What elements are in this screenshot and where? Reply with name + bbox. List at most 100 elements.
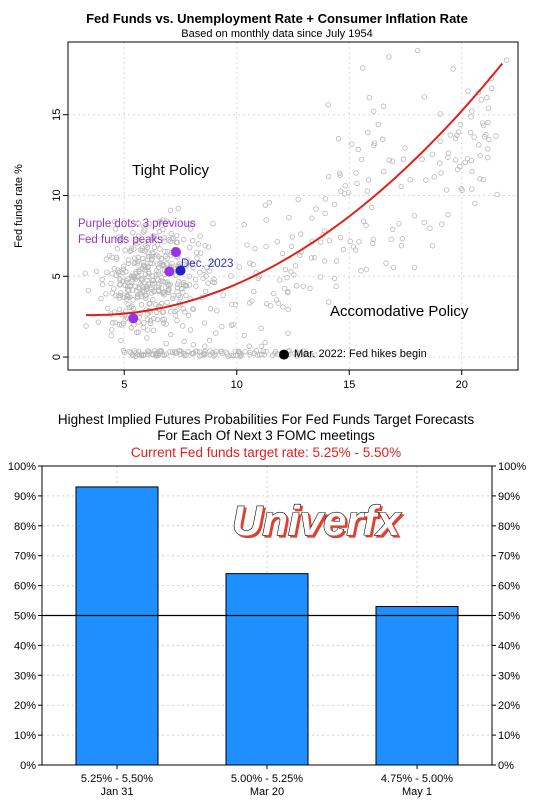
scatter-point [477, 176, 483, 182]
scatter-point [274, 238, 280, 245]
scatter-point [144, 244, 151, 251]
bar-y-tick-label-right: 20% [498, 700, 520, 712]
scatter-point [123, 269, 129, 275]
scatter-point [130, 305, 137, 312]
scatter-point [228, 322, 235, 328]
scatter-y-tick-label: 15 [51, 109, 63, 121]
scatter-point [201, 320, 208, 326]
scatter-point [468, 114, 474, 120]
scatter-point [172, 312, 179, 319]
scatter-point [375, 121, 381, 128]
scatter-point [125, 257, 132, 263]
scatter-point [228, 352, 234, 359]
scatter-point [322, 210, 328, 217]
bar-chart: Highest Implied Futures Probabilities Fo… [8, 412, 526, 798]
scatter-point [335, 136, 342, 142]
scatter-point [281, 285, 288, 292]
scatter-point [250, 261, 256, 268]
scatter-point [263, 243, 269, 250]
scatter-point [108, 332, 114, 339]
scatter-point [189, 306, 196, 312]
scatter-x-tick-label: 20 [456, 379, 468, 391]
scatter-point [130, 297, 136, 303]
scatter-point [153, 351, 159, 357]
scatter-point [365, 177, 372, 183]
scatter-point [457, 121, 463, 128]
scatter-point [157, 218, 163, 225]
scatter-point [280, 304, 286, 310]
scatter-point [116, 292, 122, 299]
scatter-point [99, 276, 105, 283]
scatter-point [162, 248, 168, 255]
scatter-point [485, 154, 491, 161]
scatter-point [112, 226, 119, 232]
scatter-point [187, 226, 194, 232]
scatter-point [150, 327, 157, 334]
mar-2022-label: Mar. 2022: Fed hikes begin [294, 348, 427, 360]
scatter-point [131, 260, 137, 267]
scatter-point [364, 188, 371, 194]
scatter-point [333, 258, 340, 264]
scatter-point [411, 264, 418, 271]
scatter-point [353, 170, 359, 176]
scatter-point [363, 222, 369, 229]
bar-y-axis: 0% 0% 10% 10% 20% 20% 30% 30% 40% 40% 50% 50% 60% 60%… [8, 461, 526, 772]
bar-y-tick-label-right: 0% [498, 760, 514, 772]
scatter-point [206, 268, 213, 274]
scatter-point [118, 337, 124, 344]
scatter-point [150, 296, 156, 303]
scatter-point [194, 255, 200, 261]
scatter-point [469, 108, 475, 114]
scatter-point [480, 176, 487, 183]
scatter-point [271, 290, 277, 297]
scatter-point [180, 306, 186, 312]
scatter-point [360, 65, 366, 71]
scatter-point [297, 252, 303, 258]
scatter-point [282, 266, 289, 273]
scatter-point [390, 226, 396, 233]
scatter-point [475, 89, 482, 96]
scatter-point [173, 350, 179, 356]
scatter-point [371, 142, 377, 148]
scatter-point [176, 279, 182, 285]
scatter-point [103, 291, 109, 297]
scatter-point [160, 226, 166, 233]
scatter-point [150, 277, 157, 283]
scatter-point [454, 132, 460, 138]
scatter-point [331, 201, 338, 207]
scatter-point [158, 285, 165, 291]
scatter-point [180, 350, 187, 357]
scatter-point [132, 238, 139, 245]
scatter-point [197, 233, 203, 239]
scatter-point [205, 280, 211, 286]
scatter-point [138, 302, 145, 308]
scatter-point [130, 230, 136, 236]
highlight-point-peak [128, 313, 139, 324]
scatter-point [183, 292, 189, 299]
scatter-point [109, 320, 116, 326]
scatter-point [237, 353, 243, 359]
scatter-point [115, 234, 122, 240]
scatter-point [295, 196, 301, 203]
scatter-point [462, 159, 468, 165]
scatter-point [291, 272, 297, 278]
scatter-point [321, 258, 328, 264]
scatter-point [145, 348, 151, 354]
scatter-point [141, 223, 147, 229]
scatter-point [160, 290, 166, 297]
scatter-point [262, 339, 268, 346]
scatter-point [201, 267, 207, 274]
bar-y-tick-label-left: 30% [14, 670, 36, 682]
scatter-point [326, 299, 332, 305]
scatter-point [476, 142, 482, 148]
scatter-point [383, 260, 389, 266]
scatter-point [140, 352, 146, 359]
scatter-point [246, 343, 252, 349]
scatter-point [152, 302, 159, 308]
scatter-point [141, 319, 147, 326]
scatter-point [232, 302, 239, 308]
scatter-point [263, 217, 269, 223]
scatter-point [117, 268, 123, 275]
scatter-point [493, 133, 499, 139]
scatter-point [124, 279, 131, 286]
